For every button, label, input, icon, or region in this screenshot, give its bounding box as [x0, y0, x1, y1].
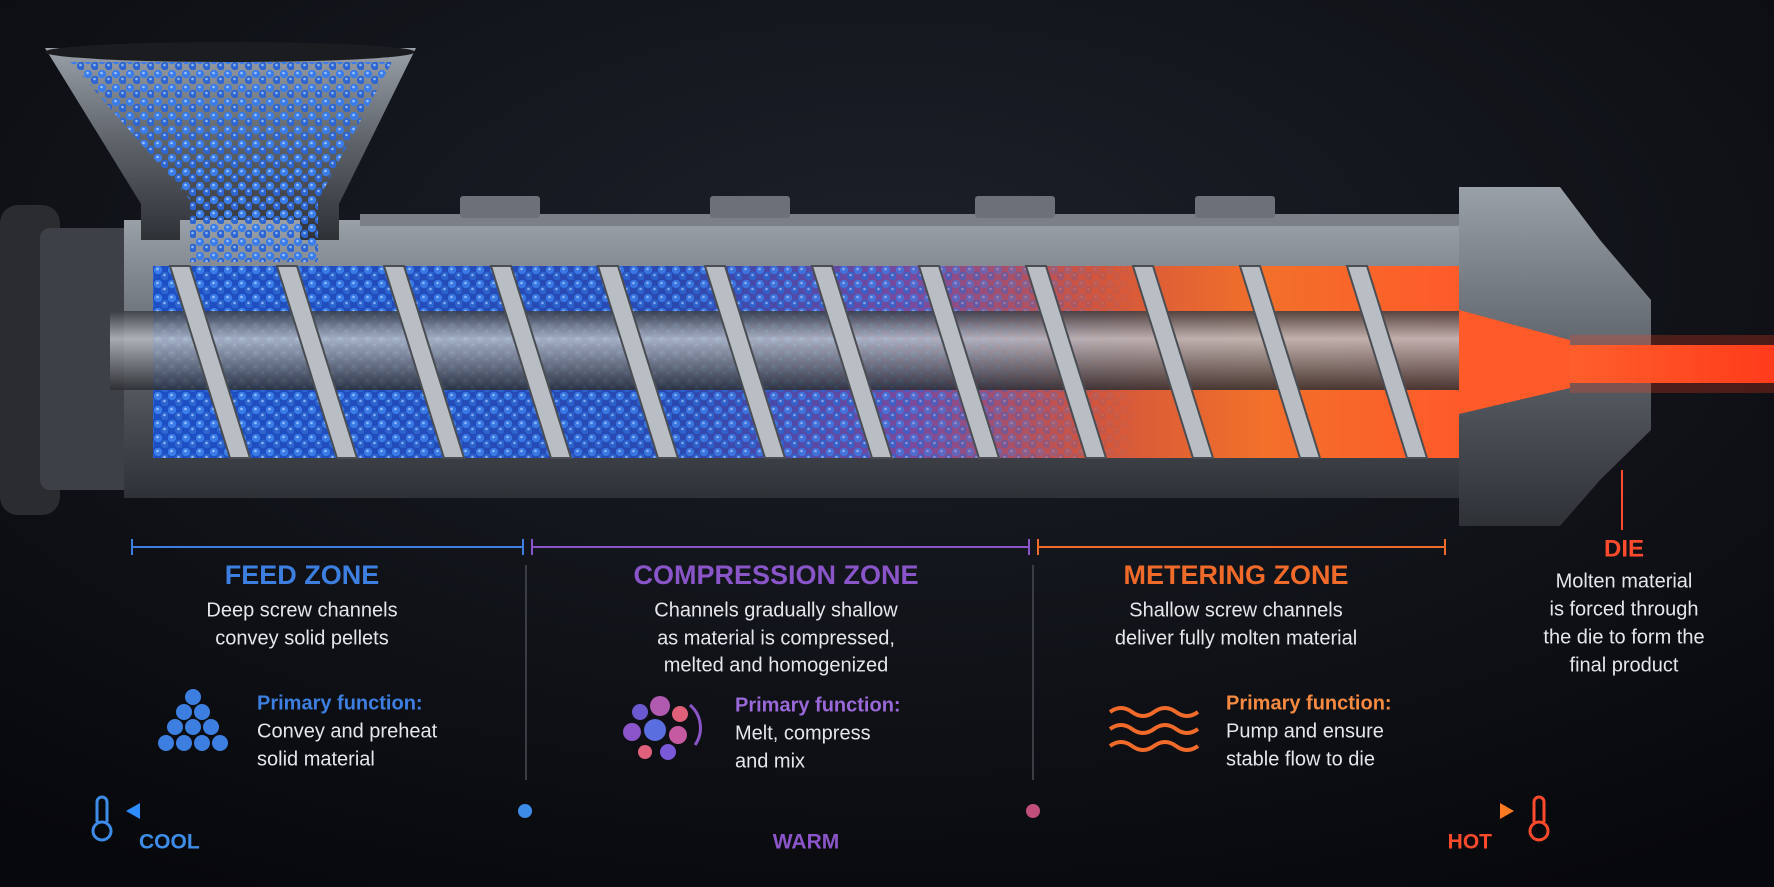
- function-text: Pump and ensure: [1226, 720, 1384, 742]
- function-label: Primary function:: [257, 692, 423, 714]
- heater-bolts: [460, 196, 1275, 218]
- zone-description: convey solid pellets: [215, 627, 388, 649]
- function-text: stable flow to die: [1226, 748, 1375, 770]
- zone-marker: [518, 804, 532, 818]
- zone-marker: [1026, 804, 1040, 818]
- hot-label: HOT: [1448, 831, 1493, 854]
- function-text: Melt, compress: [735, 722, 871, 744]
- zone-description: Shallow screw channels: [1129, 599, 1342, 621]
- drive-housing: [40, 228, 135, 490]
- function-label: Primary function:: [735, 694, 901, 716]
- die-title: DIE: [1604, 535, 1644, 562]
- zone-title: COMPRESSION ZONE: [633, 560, 918, 590]
- extruder: [0, 42, 1774, 526]
- zone-brackets: [131, 470, 1623, 780]
- compression-bracket: [531, 539, 1030, 555]
- zone-description: melted and homogenized: [664, 654, 889, 676]
- arrow-head: [1500, 803, 1514, 819]
- hopper-mouth: [45, 42, 415, 62]
- die-flow: [1459, 310, 1570, 414]
- die-description: is forced through: [1550, 598, 1699, 620]
- pellet-icon: [158, 689, 228, 751]
- warm-label: WARM: [773, 831, 840, 854]
- extrudate: [1570, 345, 1774, 383]
- cool-thermometer: [91, 795, 113, 842]
- function-text: and mix: [735, 750, 805, 772]
- die-description: final product: [1570, 654, 1679, 676]
- zone-description: Deep screw channels: [206, 599, 397, 621]
- die-description: the die to form the: [1543, 626, 1704, 648]
- function-text: Convey and preheat: [257, 720, 438, 742]
- barrel-top-plate: [360, 214, 1460, 226]
- zone-description: as material is compressed,: [657, 627, 895, 649]
- zone-description: deliver fully molten material: [1115, 627, 1357, 649]
- arrow-head: [126, 803, 140, 819]
- hot-thermometer: [1528, 795, 1550, 842]
- zone-description: Channels gradually shallow: [654, 599, 898, 621]
- zone-title: FEED ZONE: [225, 560, 380, 590]
- hopper-pellets: [70, 62, 392, 262]
- mixing-icon: [623, 696, 702, 760]
- temperature-scale: COOL WARM HOT: [91, 795, 1550, 854]
- function-label: Primary function:: [1226, 692, 1392, 714]
- metering-bracket: [1037, 539, 1446, 555]
- zone-title: METERING ZONE: [1123, 560, 1348, 590]
- cool-label: COOL: [139, 831, 200, 854]
- feed-bracket: [131, 539, 524, 555]
- die-description: Molten material: [1556, 570, 1693, 592]
- extrudate-glow: [1570, 335, 1774, 393]
- function-text: solid material: [257, 748, 375, 770]
- screw-shaft: [110, 311, 1470, 390]
- flow-icon: [1108, 706, 1200, 752]
- screw-flights: [168, 265, 1429, 459]
